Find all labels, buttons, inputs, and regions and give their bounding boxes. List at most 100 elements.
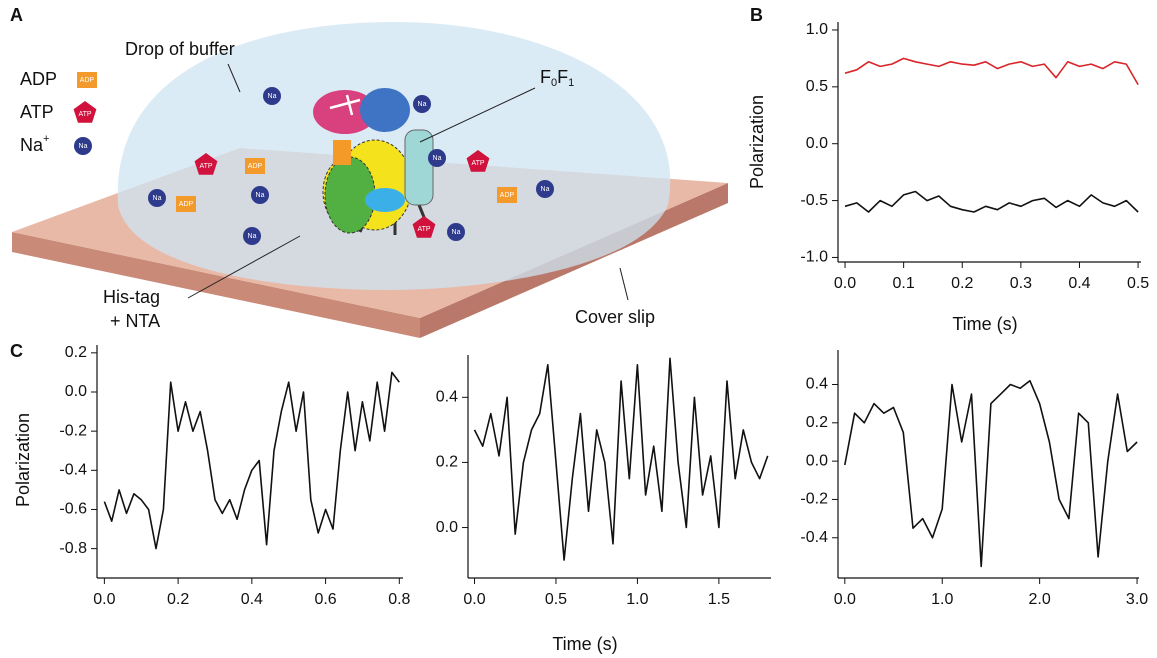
icon-label: ATP — [78, 111, 91, 118]
x-tick-label: 0.0 — [834, 591, 856, 608]
sub: 1 — [568, 77, 574, 89]
y-tick-label: 0.4 — [436, 389, 458, 406]
drop-label: Drop of buffer — [125, 39, 235, 59]
cover-slip-label: Cover slip — [575, 307, 655, 327]
his-tag-label: His-tag — [103, 287, 160, 307]
y-tick-label: -1.0 — [800, 249, 828, 266]
y-tick-label: 0.0 — [436, 519, 458, 536]
y-tick-label: -0.4 — [800, 529, 828, 546]
series-line — [103, 371, 400, 550]
y-tick-label: 0.2 — [65, 344, 87, 361]
x-tick-label: 0.5 — [1127, 275, 1149, 292]
icon-label: Na — [452, 229, 461, 236]
y-tick-label: -0.6 — [59, 501, 87, 518]
icon-label: Na — [541, 186, 550, 193]
rotation-arrow — [329, 94, 361, 116]
adp-icon — [245, 158, 265, 174]
atp-icon — [466, 150, 490, 172]
f: F — [557, 67, 568, 87]
series-line — [473, 357, 769, 561]
icons: ADP ADP ADP ADP ATP ATP ATP ATP Na Na Na Na Na Na Na Na… — [73, 72, 554, 245]
x-tick-label: 0.0 — [93, 591, 115, 608]
sub: 0 — [551, 77, 557, 89]
icon-label: Na — [79, 143, 88, 150]
y-tick-label: 0.0 — [806, 452, 828, 469]
x-tick-label: 0.2 — [167, 591, 189, 608]
pointer — [619, 267, 629, 301]
y-axis-label: Polarization — [747, 95, 767, 189]
x-tick-label: 0.8 — [388, 591, 410, 608]
diagram — [12, 22, 728, 338]
c-ring — [313, 90, 377, 134]
y-tick-label: 1.0 — [806, 21, 828, 38]
icon-label: Na — [256, 192, 265, 199]
y-tick-label: 0.2 — [436, 454, 458, 471]
y-tick-label: -0.4 — [59, 462, 87, 479]
y-tick-label: 0.2 — [806, 414, 828, 431]
pointer — [419, 87, 536, 143]
x-axis-label: Time (s) — [552, 634, 617, 654]
x-tick-label: 0.0 — [834, 275, 856, 292]
y-tick-label: 0.0 — [806, 135, 828, 152]
a-subunit — [360, 88, 410, 132]
x-tick-label: 0.1 — [893, 275, 915, 292]
atp-icon — [73, 101, 97, 123]
adp-icon — [77, 72, 97, 88]
icon-label: ADP — [248, 163, 263, 170]
series-line — [844, 57, 1139, 85]
x-tick-label: 0.0 — [463, 591, 485, 608]
na-icon — [447, 223, 465, 241]
x-tick-label: 0.2 — [951, 275, 973, 292]
icon-label: ADP — [500, 192, 515, 199]
complex-label: F0F1 — [540, 67, 574, 89]
nta-label: + NTA — [110, 311, 160, 331]
atp-icon — [412, 216, 436, 238]
na: Na — [20, 135, 44, 155]
na-icon — [243, 227, 261, 245]
na-icon — [251, 186, 269, 204]
icon-label: ADP — [80, 77, 95, 84]
x-tick-label: 0.4 — [241, 591, 263, 608]
x-tick-label: 0.5 — [545, 591, 567, 608]
y-tick-label: 0.4 — [806, 376, 828, 393]
legend-na: Na+ — [20, 133, 49, 155]
na-icon — [536, 180, 554, 198]
icon-label: ATP — [199, 163, 212, 170]
panel-letter: B — [750, 5, 763, 25]
icon-label: ATP — [417, 226, 430, 233]
na-icon — [413, 95, 431, 113]
na-icon — [428, 149, 446, 167]
na-icon — [74, 137, 92, 155]
atp-icon — [194, 153, 218, 175]
series-line — [844, 190, 1139, 213]
subunit-delta — [365, 188, 405, 212]
panel-letter: A — [10, 5, 23, 25]
adp-icon — [176, 196, 196, 212]
x-tick-label: 2.0 — [1029, 591, 1051, 608]
icon-label: Na — [418, 101, 427, 108]
icon-label: ATP — [471, 160, 484, 167]
y-tick-label: -0.2 — [800, 491, 828, 508]
slip-front-left — [12, 232, 420, 338]
x-tick-label: 0.3 — [1010, 275, 1032, 292]
x-tick-label: 1.0 — [626, 591, 648, 608]
na-icon — [148, 189, 166, 207]
x-tick-label: 1.5 — [708, 591, 730, 608]
x-tick-label: 0.6 — [314, 591, 336, 608]
series-line — [844, 379, 1138, 568]
x-tick-label: 1.0 — [931, 591, 953, 608]
sup: + — [43, 133, 49, 145]
icon-label: Na — [153, 195, 162, 202]
y-tick-label: -0.2 — [59, 422, 87, 439]
adp-icon — [497, 187, 517, 203]
na-icon — [263, 87, 281, 105]
x-tick-label: 3.0 — [1126, 591, 1148, 608]
y-tick-label: 0.5 — [806, 78, 828, 95]
icon-label: Na — [268, 93, 277, 100]
pointer — [227, 63, 241, 93]
icon-label: Na — [433, 155, 442, 162]
f: F — [540, 67, 551, 87]
x-axis-label: Time (s) — [952, 314, 1017, 334]
x-tick-label: 0.4 — [1068, 275, 1090, 292]
